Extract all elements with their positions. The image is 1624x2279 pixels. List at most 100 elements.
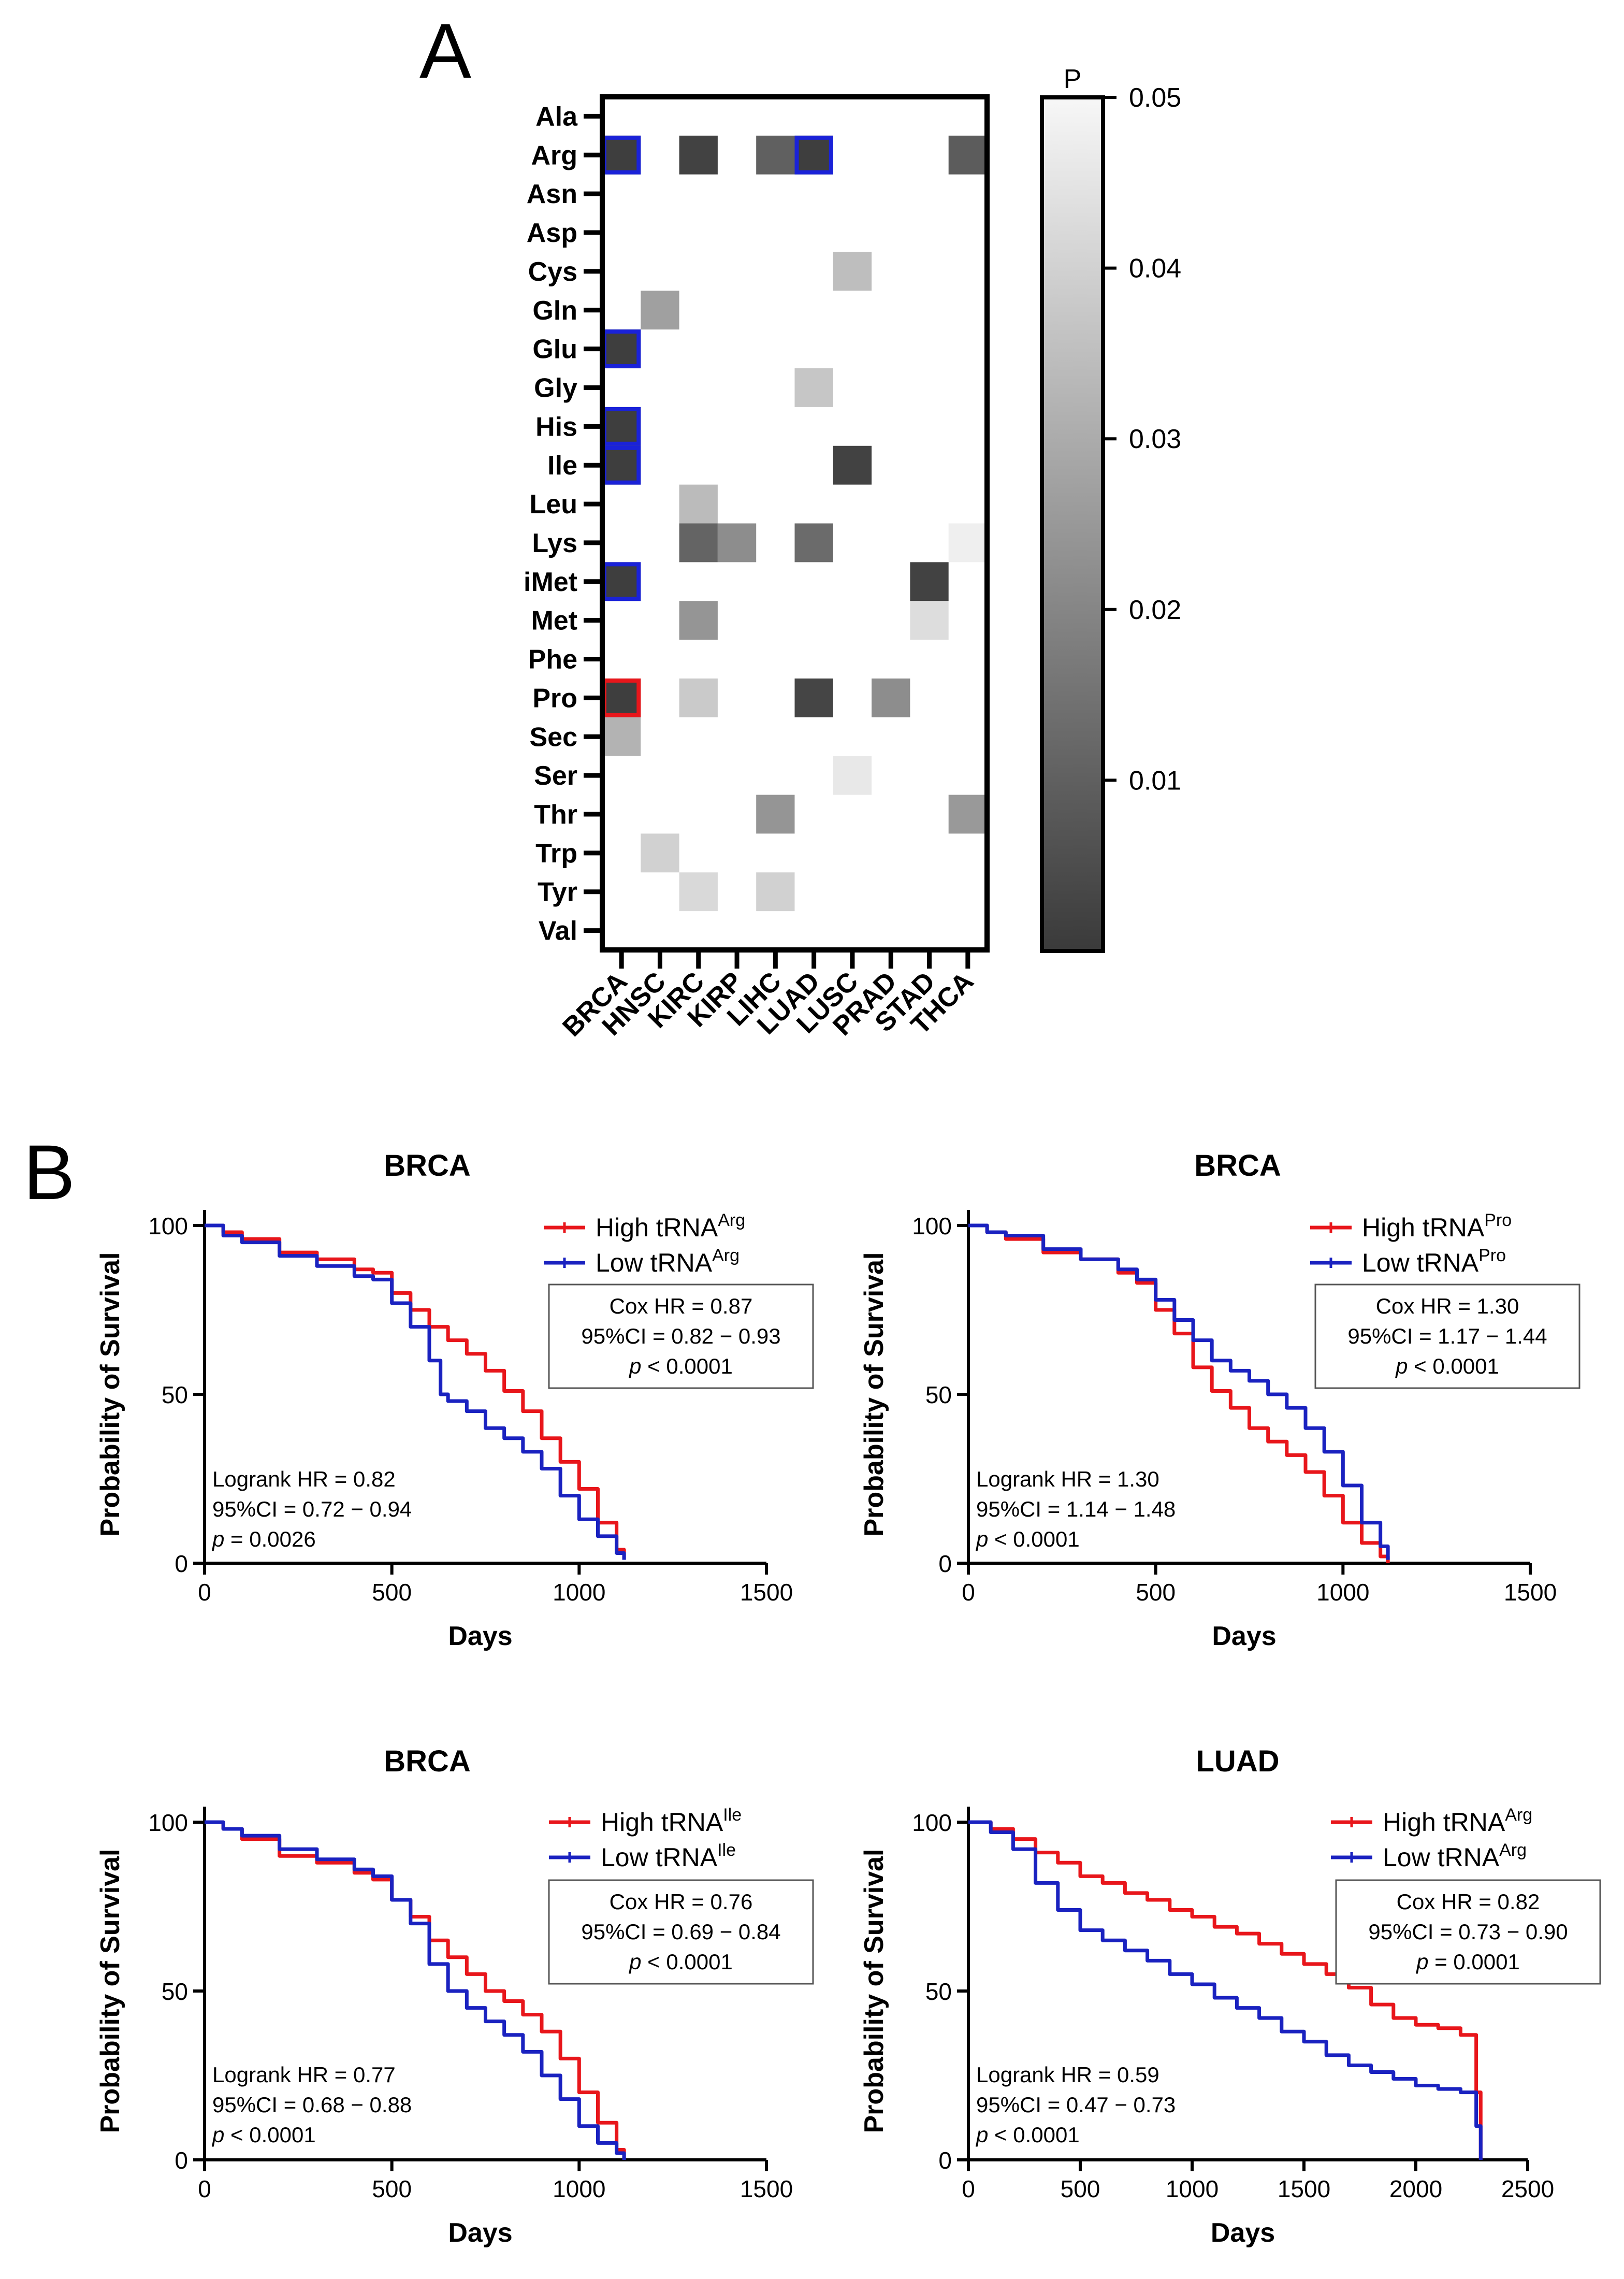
survival-curve-low-trna-arg [968, 1820, 1483, 2160]
legend-label-main: Low tRNA [601, 1843, 718, 1872]
y-axis-title: Probability of Survival [95, 1849, 125, 2133]
p-value: = 0.0026 [230, 1527, 316, 1551]
heatmap-row-label-ile: Ile [547, 451, 577, 481]
heatmap-row-label-thr: Thr [534, 800, 577, 830]
heatmap-cell-lys-kirp [717, 523, 757, 562]
logrank-ci-text: 95%CI = 0.68 − 0.88 [212, 2093, 412, 2117]
heatmap-cell-arg-luad [794, 135, 833, 175]
heatmap-cell-tyr-lihc [756, 872, 795, 912]
heatmap-row-label-val: Val [539, 916, 577, 946]
logrank-p-text: p < 0.0001 [211, 2123, 316, 2147]
heatmap-row-label-ala: Ala [535, 102, 578, 132]
survival-curve-high-trna-arg [205, 1223, 626, 1560]
y-tick-label: 100 [148, 1809, 188, 1836]
legend-label-superscript: Ile [717, 1840, 736, 1860]
heatmap-row-label-arg: Arg [531, 140, 577, 170]
heatmap-row-label-asp: Asp [527, 218, 577, 248]
x-tick-label: 0 [962, 1579, 975, 1606]
logrank-p-text: p = 0.0026 [211, 1527, 316, 1551]
x-tick-label: 1500 [1504, 1579, 1557, 1606]
legend-label-superscript: Pro [1484, 1210, 1512, 1230]
cox-stats-box [1314, 1283, 1581, 1389]
y-tick-label: 0 [938, 1550, 952, 1577]
survival-curve-low-trna-ile [205, 1820, 626, 2160]
x-axis-title: Days [448, 1621, 512, 1651]
legend-label-main: Low tRNA [1362, 1248, 1479, 1277]
x-tick-label: 1000 [553, 1579, 605, 1606]
x-tick-label: 1500 [1278, 2175, 1330, 2202]
x-tick-label: 1000 [1316, 1579, 1369, 1606]
cox-p-text: p = 0.0001 [1415, 1950, 1520, 1974]
heatmap-row-label-tyr: Tyr [538, 877, 577, 907]
plot-title: LUAD [1196, 1744, 1279, 1778]
legend-label-high-trna-arg: High tRNAArg [596, 1210, 745, 1242]
survival-curve-high-trna-arg [968, 1820, 1483, 2160]
p-symbol: p [211, 2123, 230, 2147]
heatmap-cell-arg-lihc [756, 135, 795, 175]
logrank-p-text: p < 0.0001 [975, 1527, 1080, 1551]
legend-label-high-trna-pro: High tRNAPro [1362, 1210, 1512, 1242]
heatmap-row-label-lys: Lys [532, 528, 577, 558]
heatmap-cell-gln-hnsc [641, 291, 679, 330]
y-tick-label: 50 [925, 1381, 952, 1408]
p-symbol: p [1415, 1950, 1434, 1974]
plot-title: BRCA [384, 1744, 471, 1778]
cox-hr-text: Cox HR = 0.76 [610, 1889, 753, 1914]
p-symbol: p [975, 1527, 994, 1551]
logrank-hr-text: Logrank HR = 0.77 [212, 2062, 396, 2087]
p-symbol: p [975, 2123, 994, 2147]
heatmap-row-label-met: Met [531, 606, 577, 636]
y-axis-title: Probability of Survival [859, 1849, 889, 2133]
legend-label-main: Low tRNA [596, 1248, 713, 1277]
x-tick-label: 1000 [1166, 2175, 1219, 2202]
p-value: < 0.0001 [1414, 1354, 1499, 1378]
y-tick-label: 0 [175, 2147, 188, 2174]
legend-label-superscript: Ile [723, 1805, 742, 1825]
p-value: < 0.0001 [647, 1354, 733, 1378]
heatmap-row-label-gln: Gln [532, 296, 577, 326]
cox-stats-box [548, 1879, 814, 1985]
heatmap-cell-cys-lusc [833, 252, 872, 291]
legend-label-superscript: Pro [1478, 1246, 1506, 1265]
heatmap-cell-lys-thca [948, 523, 987, 562]
heatmap-cell-thr-thca [948, 795, 987, 834]
survival-curve-high-trna-pro [968, 1223, 1390, 1563]
heatmap-row-label-gly: Gly [534, 373, 577, 403]
colorbar-tick-label: 0.01 [1129, 766, 1181, 796]
legend-label-high-trna-arg: High tRNAArg [1383, 1805, 1532, 1837]
cox-ci-text: 95%CI = 0.73 − 0.90 [1368, 1920, 1568, 1944]
heatmap-row-label-his: His [535, 412, 577, 442]
logrank-hr-text: Logrank HR = 1.30 [976, 1467, 1159, 1491]
x-tick-label: 0 [198, 1579, 211, 1606]
heatmap-highlight-arg-luad [794, 135, 833, 175]
heatmap-row-label-ser: Ser [534, 761, 577, 791]
x-tick-label: 2000 [1389, 2175, 1442, 2202]
cox-ci-text: 95%CI = 0.82 − 0.93 [581, 1324, 780, 1348]
y-axis-title: Probability of Survival [859, 1252, 889, 1536]
y-tick-label: 0 [938, 2147, 952, 2174]
cox-hr-text: Cox HR = 0.82 [1397, 1889, 1540, 1914]
legend-label-superscript: Arg [1499, 1840, 1527, 1860]
colorbar-tick-label: 0.04 [1129, 254, 1181, 284]
cox-p-text: p < 0.0001 [1395, 1354, 1499, 1378]
heatmap-cell-gly-luad [794, 368, 833, 407]
x-tick-label: 2500 [1501, 2175, 1554, 2202]
p-value: < 0.0001 [230, 2123, 316, 2147]
x-tick-label: 500 [372, 2175, 412, 2202]
heatmap-cell-ile-brca [602, 445, 641, 485]
heatmap-cell-pro-kirc [679, 678, 718, 717]
legend-label-superscript: Arg [712, 1246, 740, 1265]
colorbar-title: P [1064, 64, 1082, 94]
x-tick-label: 1000 [553, 2175, 605, 2202]
y-tick-label: 0 [175, 1550, 188, 1577]
heatmap-row-label-pro: Pro [532, 683, 577, 713]
heatmap-cell-glu-brca [602, 329, 641, 369]
x-axis-title: Days [448, 2218, 512, 2248]
x-axis-title: Days [1212, 1621, 1276, 1651]
heatmap-chart: Ala Arg Asn Asp Cys Gln Glu Gly His Ile Leu Lys iMet… [524, 64, 1181, 1043]
heatmap-cell-met-kirc [679, 601, 718, 640]
